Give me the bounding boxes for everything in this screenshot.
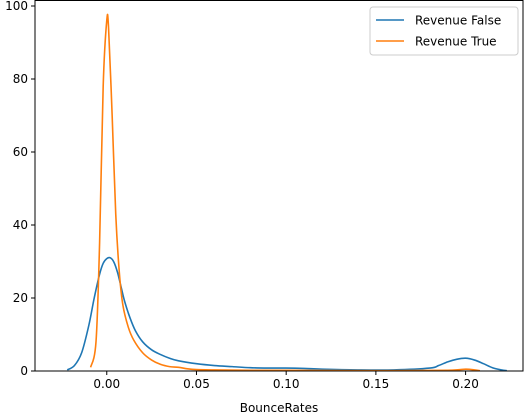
x-axis-label: BounceRates [240,401,319,414]
plot-lines [66,13,507,372]
y-tick-label: 20 [13,291,28,305]
x-axis: 0.00 0.05 0.10 0.15 0.20 [93,371,479,391]
x-tick-label: 0.20 [452,377,479,391]
y-tick-label: 40 [13,218,28,232]
plot-frame [34,0,524,372]
y-tick-label: 60 [13,145,28,159]
legend: Revenue False Revenue True [369,6,519,56]
legend-label-0: Revenue False [415,14,501,28]
x-tick-label: 0.15 [363,377,390,391]
series-line-0 [66,256,507,372]
legend-box [369,6,519,56]
x-tick-label: 0.10 [273,377,300,391]
y-tick-label: 0 [20,364,28,378]
legend-label-1: Revenue True [415,35,497,49]
y-tick-label: 80 [13,72,28,86]
x-tick-label: 0.00 [93,377,120,391]
y-tick-label: 100 [5,0,28,13]
x-tick-label: 0.05 [183,377,210,391]
series-line-1 [89,13,481,372]
y-axis: 0 20 40 60 80 100 [5,0,35,378]
